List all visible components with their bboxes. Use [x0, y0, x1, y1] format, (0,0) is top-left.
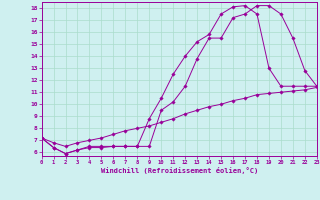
X-axis label: Windchill (Refroidissement éolien,°C): Windchill (Refroidissement éolien,°C): [100, 167, 258, 174]
